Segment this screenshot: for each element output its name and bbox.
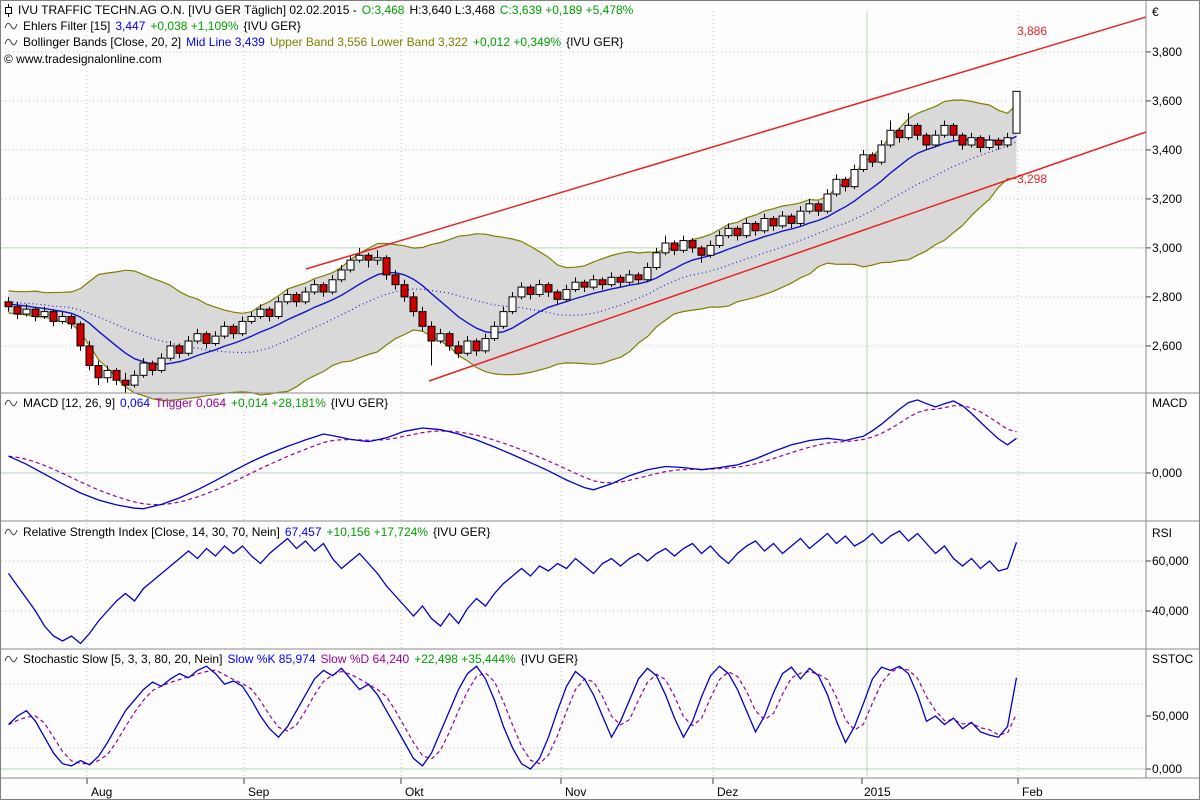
bollinger-name: Bollinger Bands [Close, 20, 2] bbox=[23, 35, 182, 49]
x-tick-nov[interactable]: Nov bbox=[565, 785, 587, 799]
high-low-values: H:3,640 L:3,468 bbox=[409, 3, 495, 17]
lower-trendline-label[interactable]: 3,298 bbox=[1017, 172, 1048, 186]
indicator-wave-icon bbox=[4, 654, 18, 664]
copyright-text: © www.tradesignalonline.com bbox=[4, 52, 162, 66]
upper-trendline-label[interactable]: 3,886 bbox=[1017, 24, 1048, 38]
rsi-tick-60[interactable]: 60,000 bbox=[1152, 554, 1189, 568]
bollinger-band-values: Upper Band 3,556 Lower Band 3,322 bbox=[269, 35, 468, 49]
macd-panel-series bbox=[8, 399, 1017, 510]
instrument-title: IVU TRAFFIC TECHN.AG O.N. [IVU GER Tägli… bbox=[18, 3, 357, 17]
x-tick-okt[interactable]: Okt bbox=[405, 785, 424, 799]
rsi-header[interactable]: Relative Strength Index [Close, 14, 30, … bbox=[4, 525, 490, 539]
instrument-header[interactable]: IVU TRAFFIC TECHN.AG O.N. [IVU GER Tägli… bbox=[4, 3, 633, 17]
price-tick-3600[interactable]: 3,600 bbox=[1152, 94, 1183, 108]
stochastic-k-line bbox=[8, 665, 1018, 770]
macd-change: +0,014 +28,181% bbox=[231, 396, 326, 410]
ehlers-name: Ehlers Filter [15] bbox=[23, 19, 111, 33]
rsi-panel-label: RSI bbox=[1152, 526, 1173, 540]
stochastic-d-line bbox=[8, 667, 1018, 765]
stochastic-tick-50[interactable]: 50,000 bbox=[1152, 709, 1189, 723]
stochastic-d-value: Slow %D 64,240 bbox=[320, 652, 410, 666]
indicator-wave-icon bbox=[4, 21, 18, 31]
candlestick-icon bbox=[4, 3, 13, 17]
bollinger-change: +0,012 +0,349% bbox=[472, 35, 562, 49]
rsi-change: +10,156 +17,724% bbox=[326, 525, 428, 539]
bollinger-mid-value: Mid Line 3,439 bbox=[186, 35, 265, 49]
trend-channel bbox=[305, 16, 1147, 382]
bollinger-band bbox=[8, 99, 1017, 402]
macd-name: MACD [12, 26, 9] bbox=[23, 396, 116, 410]
rsi-value: 67,457 bbox=[284, 525, 322, 539]
panel-frames bbox=[1, 1, 1199, 784]
bollinger-header[interactable]: Bollinger Bands [Close, 20, 2] Mid Line … bbox=[4, 35, 623, 49]
ehlers-value: 3,447 bbox=[115, 19, 146, 33]
rsi-line bbox=[7, 530, 1018, 645]
price-tick-3800[interactable]: 3,800 bbox=[1152, 45, 1183, 59]
macd-line bbox=[8, 399, 1017, 510]
stochastic-change: +22,498 +35,444% bbox=[414, 652, 516, 666]
x-tick-dez[interactable]: Dez bbox=[717, 785, 739, 799]
macd-trigger-value: Trigger 0,064 bbox=[155, 396, 227, 410]
currency-label: € bbox=[1152, 5, 1159, 19]
stochastic-tick-0[interactable]: 0,000 bbox=[1152, 762, 1183, 776]
macd-symbol: {IVU GER} bbox=[330, 396, 389, 410]
stochastic-symbol: {IVU GER} bbox=[520, 652, 579, 666]
price-tick-3200[interactable]: 3,200 bbox=[1152, 192, 1183, 206]
bollinger-symbol: {IVU GER} bbox=[566, 35, 624, 49]
price-tick-3000[interactable]: 3,000 bbox=[1152, 241, 1183, 255]
indicator-wave-icon bbox=[4, 398, 18, 408]
ehlers-filter-header[interactable]: Ehlers Filter [15] 3,447 +0,038 +1,109% … bbox=[4, 19, 301, 33]
stochastic-k-value: Slow %K 85,974 bbox=[227, 652, 316, 666]
stochastic-header[interactable]: Stochastic Slow [5, 3, 3, 80, 20, Nein] … bbox=[4, 652, 578, 666]
indicator-wave-icon bbox=[4, 527, 18, 537]
indicator-wave-icon bbox=[4, 37, 18, 47]
rsi-tick-40[interactable]: 40,000 bbox=[1152, 604, 1189, 618]
x-tick-aug[interactable]: Aug bbox=[91, 785, 113, 799]
ehlers-symbol: {IVU GER} bbox=[243, 19, 301, 33]
rsi-name: Relative Strength Index [Close, 14, 30, … bbox=[23, 525, 280, 539]
price-tick-2600[interactable]: 2,600 bbox=[1152, 339, 1183, 353]
ehlers-filter bbox=[8, 135, 1017, 366]
macd-panel-label: MACD bbox=[1152, 396, 1188, 410]
price-tick-3400[interactable]: 3,400 bbox=[1152, 143, 1183, 157]
copyright-line: © www.tradesignalonline.com bbox=[4, 52, 162, 66]
stochastic-name: Stochastic Slow [5, 3, 3, 80, 20, Nein] bbox=[23, 652, 223, 666]
ehlers-change: +0,038 +1,109% bbox=[150, 19, 239, 33]
rsi-symbol: {IVU GER} bbox=[432, 525, 491, 539]
candlestick-series bbox=[4, 90, 1021, 393]
ehlers-filter-line bbox=[8, 135, 1017, 366]
x-tick-2015[interactable]: 2015 bbox=[864, 785, 891, 799]
stochastic-panel-series bbox=[8, 665, 1018, 770]
rsi-panel-series bbox=[7, 530, 1018, 645]
stochastic-panel-label: SSTOC bbox=[1152, 652, 1194, 666]
macd-tick-0[interactable]: 0,000 bbox=[1152, 466, 1183, 480]
close-change-values: C:3,639 +0,189 +5,478% bbox=[499, 3, 634, 17]
x-tick-feb[interactable]: Feb bbox=[1022, 785, 1043, 799]
x-tick-sep[interactable]: Sep bbox=[248, 785, 270, 799]
macd-trigger-line bbox=[8, 405, 1017, 506]
macd-value: 0,064 bbox=[120, 396, 151, 410]
macd-header[interactable]: MACD [12, 26, 9] 0,064 Trigger 0,064 +0,… bbox=[4, 396, 388, 410]
price-tick-2800[interactable]: 2,800 bbox=[1152, 290, 1183, 304]
open-value: O:3,468 bbox=[361, 3, 405, 17]
